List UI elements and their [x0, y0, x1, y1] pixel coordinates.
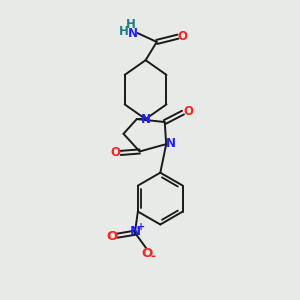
- Text: H: H: [126, 18, 136, 32]
- Text: N: N: [130, 225, 141, 239]
- Text: H: H: [118, 25, 128, 38]
- Text: N: N: [128, 27, 138, 40]
- Text: +: +: [137, 222, 146, 233]
- Text: O: O: [178, 30, 188, 43]
- Text: O: O: [110, 146, 120, 159]
- Text: N: N: [141, 112, 151, 126]
- Text: N: N: [166, 137, 176, 150]
- Text: O: O: [106, 230, 118, 243]
- Text: -: -: [150, 250, 155, 263]
- Text: O: O: [141, 247, 152, 260]
- Text: O: O: [183, 105, 193, 118]
